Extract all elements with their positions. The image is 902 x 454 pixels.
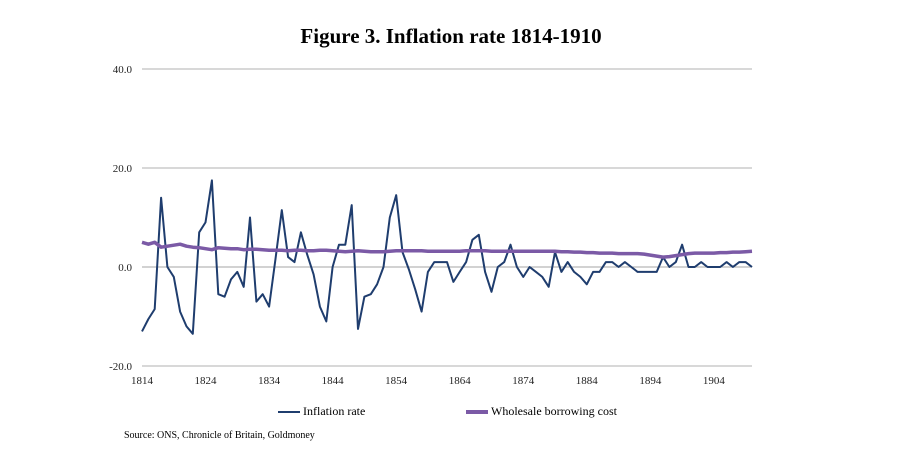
- legend-label-borrowing: Wholesale borrowing cost: [491, 404, 617, 418]
- y-tick-label: -20.0: [109, 361, 132, 373]
- x-tick-label: 1844: [322, 375, 345, 387]
- gridlines: [142, 68, 752, 367]
- y-tick-label: 40.0: [113, 64, 133, 76]
- y-tick-label: 0.0: [118, 262, 132, 274]
- x-tick-label: 1874: [512, 375, 535, 387]
- legend-swatch-borrowing: [466, 409, 488, 414]
- series-lines: [141, 179, 753, 335]
- chart-title: Figure 3. Inflation rate 1814-1910: [300, 24, 602, 48]
- legend-swatch-inflation: [278, 410, 300, 413]
- legend-item-inflation: Inflation rate: [278, 404, 365, 419]
- y-tick-label: 20.0: [113, 163, 133, 175]
- series-line-borrowing: [141, 240, 753, 259]
- legend-item-borrowing: Wholesale borrowing cost: [466, 404, 617, 419]
- source-note: Source: ONS, Chronicle of Britain, Goldm…: [124, 430, 315, 441]
- series-line-inflation: [141, 179, 753, 335]
- x-tick-label: 1904: [703, 375, 726, 387]
- x-tick-label: 1824: [195, 375, 218, 387]
- x-tick-label: 1814: [131, 375, 154, 387]
- x-tick-label: 1834: [258, 375, 281, 387]
- x-tick-label: 1864: [449, 375, 472, 387]
- x-axis-ticks: 1814 1824 1834 1844 1854 1864 1874 1884 1894 1904: [131, 375, 725, 387]
- x-tick-label: 1884: [576, 375, 599, 387]
- x-tick-label: 1894: [639, 375, 662, 387]
- x-tick-label: 1854: [385, 375, 408, 387]
- legend-label-inflation: Inflation rate: [303, 404, 366, 418]
- y-axis-ticks: 40.0 20.0 0.0 -20.0: [109, 64, 132, 373]
